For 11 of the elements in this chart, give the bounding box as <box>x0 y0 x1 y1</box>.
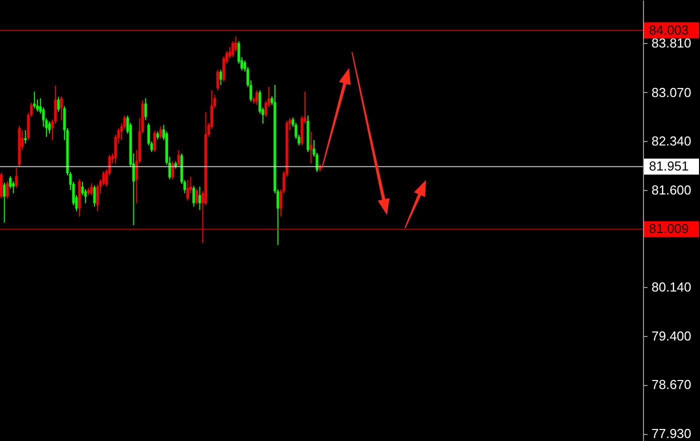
ref-line-label: 81.009 <box>649 221 689 236</box>
y-tick-label: 80.140 <box>652 279 692 294</box>
y-tick-label: 83.070 <box>652 84 692 100</box>
ref-line-label: 81.951 <box>649 158 689 174</box>
y-tick-label: 77.930 <box>652 426 692 441</box>
ref-line-label: 84.003 <box>649 22 689 38</box>
y-tick-label: 81.600 <box>652 182 692 198</box>
y-tick-label: 78.670 <box>652 377 692 392</box>
y-tick-label: 82.340 <box>652 133 692 148</box>
y-tick-label: 79.400 <box>652 328 692 344</box>
y-tick-label: 83.810 <box>652 36 692 51</box>
